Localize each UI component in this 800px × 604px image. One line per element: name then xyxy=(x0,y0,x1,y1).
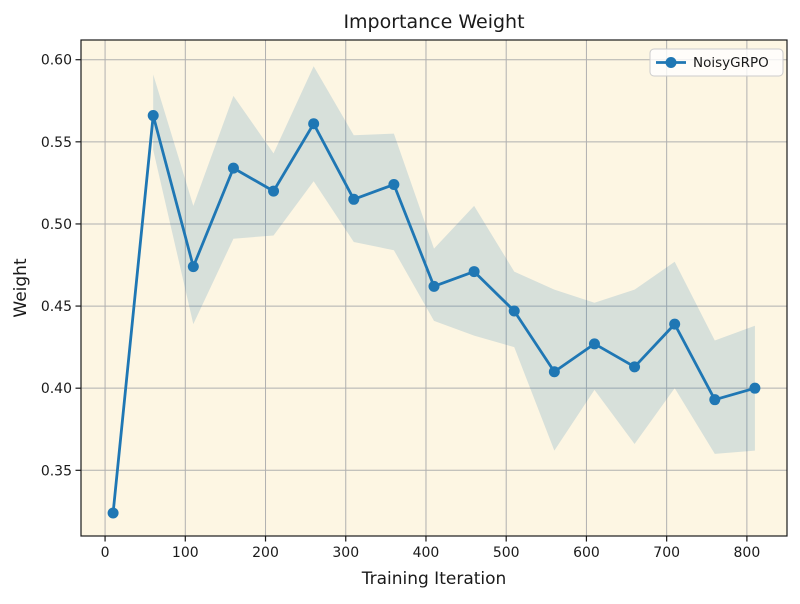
data-point-marker xyxy=(348,193,360,205)
plot-border xyxy=(80,39,788,537)
data-point-marker xyxy=(588,338,600,350)
legend-marker-icon xyxy=(665,57,677,68)
x-tick-label: 600 xyxy=(573,545,600,561)
grid-lines xyxy=(81,40,787,536)
y-axis-label: Weight xyxy=(11,258,31,318)
x-tick-label: 100 xyxy=(172,545,199,561)
data-point-marker xyxy=(709,394,721,406)
data-point-marker xyxy=(147,110,159,122)
x-tick-label: 500 xyxy=(493,545,520,561)
data-point-marker xyxy=(308,118,320,130)
noisygrpo-markers xyxy=(107,110,761,519)
chart-title: Importance Weight xyxy=(343,11,524,33)
x-axis-label: Training Iteration xyxy=(361,569,507,589)
data-point-marker xyxy=(629,361,641,373)
y-tick-label: 0.40 xyxy=(41,381,72,397)
y-tick-label: 0.60 xyxy=(41,53,72,69)
legend-label: NoisyGRPO xyxy=(693,55,769,71)
data-point-marker xyxy=(107,507,119,519)
data-point-marker xyxy=(508,305,520,317)
y-tick-label: 0.55 xyxy=(41,135,72,151)
data-point-marker xyxy=(388,179,400,191)
axis-ticks xyxy=(75,59,748,542)
x-tick-label: 200 xyxy=(252,545,279,561)
legend: NoisyGRPO xyxy=(649,48,784,77)
confidence-band xyxy=(153,66,755,454)
data-point-marker xyxy=(187,261,199,273)
x-tick-label: 0 xyxy=(101,545,110,561)
data-point-marker xyxy=(227,162,239,174)
y-tick-label: 0.45 xyxy=(41,299,72,315)
legend-box xyxy=(649,48,784,77)
data-point-marker xyxy=(669,318,681,330)
y-tick-label: 0.35 xyxy=(41,463,72,479)
data-point-marker xyxy=(548,366,560,378)
data-point-marker xyxy=(268,185,280,197)
x-tick-label: 700 xyxy=(653,545,680,561)
y-tick-label: 0.50 xyxy=(41,217,72,233)
data-point-marker xyxy=(468,266,480,278)
x-tick-label: 400 xyxy=(413,545,440,561)
data-point-marker xyxy=(428,280,440,292)
y-tick-labels: 0.35 0.40 0.45 0.50 0.55 0.60 xyxy=(41,53,72,480)
data-point-marker xyxy=(749,382,761,394)
x-tick-label: 300 xyxy=(332,545,359,561)
x-tick-label: 800 xyxy=(734,545,761,561)
x-tick-labels: 0 100 200 300 400 500 600 700 800 xyxy=(101,545,761,561)
